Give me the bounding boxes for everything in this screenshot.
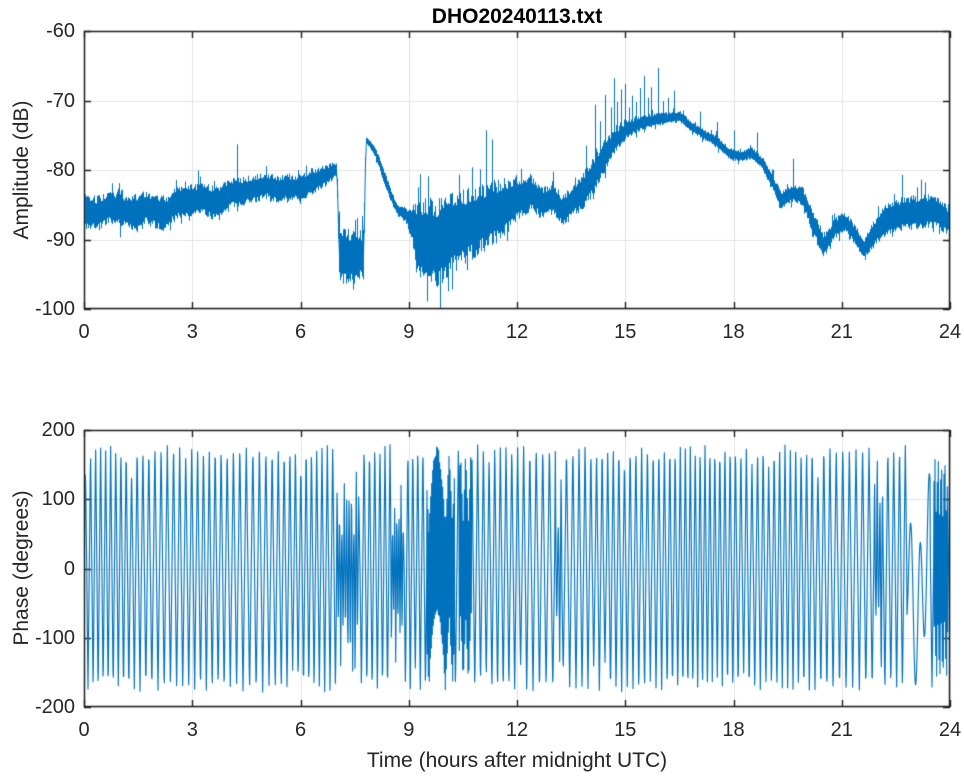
- x-tick-label: 3: [186, 321, 198, 343]
- y-tick-label: -90: [46, 228, 75, 251]
- x-tick-label: 9: [403, 719, 415, 741]
- x-tick-label: 21: [830, 719, 853, 741]
- time-x-axis-label: Time (hours after midnight UTC): [366, 749, 668, 772]
- y-tick-label: 100: [41, 488, 75, 511]
- x-tick-label: 0: [78, 321, 90, 343]
- y-tick-label: -80: [46, 159, 75, 181]
- y-tick-label: -60: [46, 20, 75, 42]
- x-tick-label: 3: [186, 719, 198, 741]
- x-tick-label: 15: [614, 719, 637, 741]
- x-tick-label: 18: [722, 719, 745, 741]
- x-tick-label: 15: [614, 321, 637, 343]
- y-tick-label: -200: [34, 696, 75, 718]
- x-tick-label: 12: [505, 719, 529, 741]
- y-tick-label: -70: [46, 89, 75, 112]
- y-tick-label: 0: [63, 557, 75, 580]
- x-tick-label: 21: [830, 321, 853, 343]
- y-tick-label: -100: [34, 298, 75, 320]
- x-tick-label: 24: [938, 719, 962, 741]
- amplitude-y-axis-label: Amplitude (dB): [10, 100, 33, 240]
- x-tick-label: 12: [505, 321, 529, 343]
- x-tick-label: 6: [294, 321, 307, 343]
- y-tick-label: -100: [34, 626, 75, 649]
- figure-title: DHO20240113.txt: [431, 5, 603, 28]
- phase-y-axis-label: Phase (degrees): [10, 490, 33, 646]
- x-tick-label: 9: [403, 321, 415, 343]
- y-tick-label: 200: [41, 419, 75, 441]
- x-tick-label: 6: [294, 719, 307, 741]
- x-tick-label: 0: [78, 719, 90, 741]
- x-tick-label: 18: [722, 321, 745, 343]
- x-tick-label: 24: [938, 321, 962, 343]
